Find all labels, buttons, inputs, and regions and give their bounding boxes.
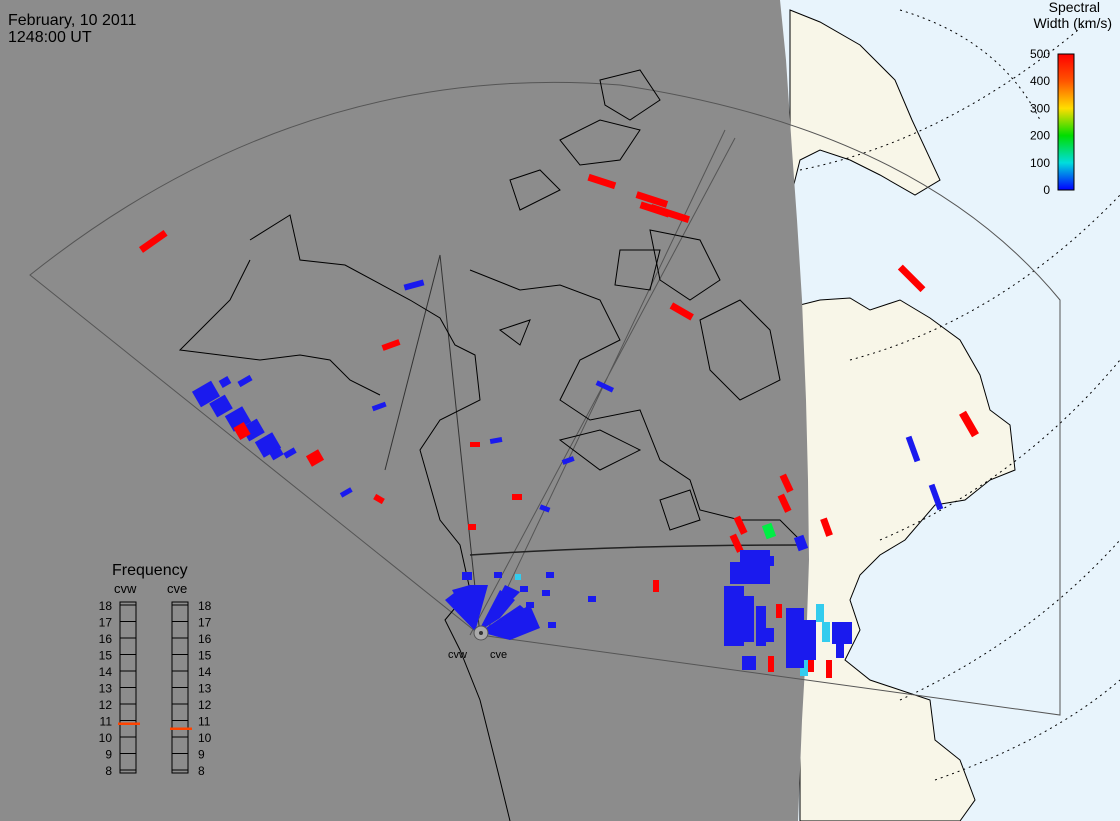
frequency-tick-label: 13	[198, 682, 212, 696]
frequency-panel: Frequency cvw cve 18 17 16 15 14 13 12 11 10 9 8 18…	[99, 562, 212, 778]
site-label-cvw: cvw	[448, 649, 467, 661]
frequency-label-cvw: cvw	[114, 581, 137, 596]
coastlines	[178, 69, 801, 821]
colorbar-tick-label: 100	[1030, 156, 1050, 170]
frequency-tick-label: 16	[99, 632, 113, 646]
frequency-tick-label: 17	[99, 616, 113, 630]
frequency-tick-label: 14	[198, 665, 212, 679]
frequency-tick-label: 17	[198, 616, 212, 630]
frequency-tick-label: 18	[99, 599, 113, 613]
land-daylight	[789, 9, 1016, 821]
frequency-tick-label: 16	[198, 632, 212, 646]
colorbar-title-1: Spectral	[1049, 0, 1100, 15]
frequency-tick-label: 8	[105, 764, 112, 778]
frequency-tick-label: 15	[198, 649, 212, 663]
header-date: February, 10 2011	[8, 12, 136, 29]
radar-fov	[29, 81, 1061, 716]
frequency-tick-label: 13	[99, 682, 113, 696]
frequency-tick-label: 9	[198, 748, 205, 762]
latitude-grid	[799, 9, 1120, 781]
colorbar-tick-label: 500	[1030, 47, 1050, 61]
colorbar-gradient	[1057, 53, 1075, 191]
frequency-tick-label: 18	[198, 599, 212, 613]
frequency-title: Frequency	[112, 562, 188, 579]
frequency-tick-label: 12	[198, 698, 212, 712]
site-label-cve: cve	[490, 649, 507, 661]
colorbar-tick-label: 0	[1043, 183, 1050, 197]
frequency-tick-label: 15	[99, 649, 113, 663]
frequency-tick-label: 9	[105, 748, 112, 762]
echo-scatter	[138, 173, 979, 678]
header-time: 1248:00 UT	[8, 29, 92, 46]
frequency-label-cve: cve	[167, 581, 187, 596]
colorbar-tick-label: 400	[1030, 74, 1050, 88]
frequency-tick-label: 11	[198, 715, 211, 729]
colorbar-tick-label: 300	[1030, 101, 1050, 115]
frequency-tick-label: 12	[99, 698, 113, 712]
colorbar-title-2: Width (km/s)	[1033, 15, 1112, 31]
frequency-tick-label: 8	[198, 764, 205, 778]
frequency-tick-label: 14	[99, 665, 113, 679]
frequency-tick-label: 11	[100, 715, 113, 729]
colorbar: Spectral Width (km/s) 500 400 300 200 100 0	[1030, 0, 1112, 197]
frequency-tick-label: 10	[99, 731, 113, 745]
colorbar-tick-label: 200	[1030, 129, 1050, 143]
night-shade	[0, 0, 809, 821]
frequency-tick-label: 10	[198, 731, 212, 745]
